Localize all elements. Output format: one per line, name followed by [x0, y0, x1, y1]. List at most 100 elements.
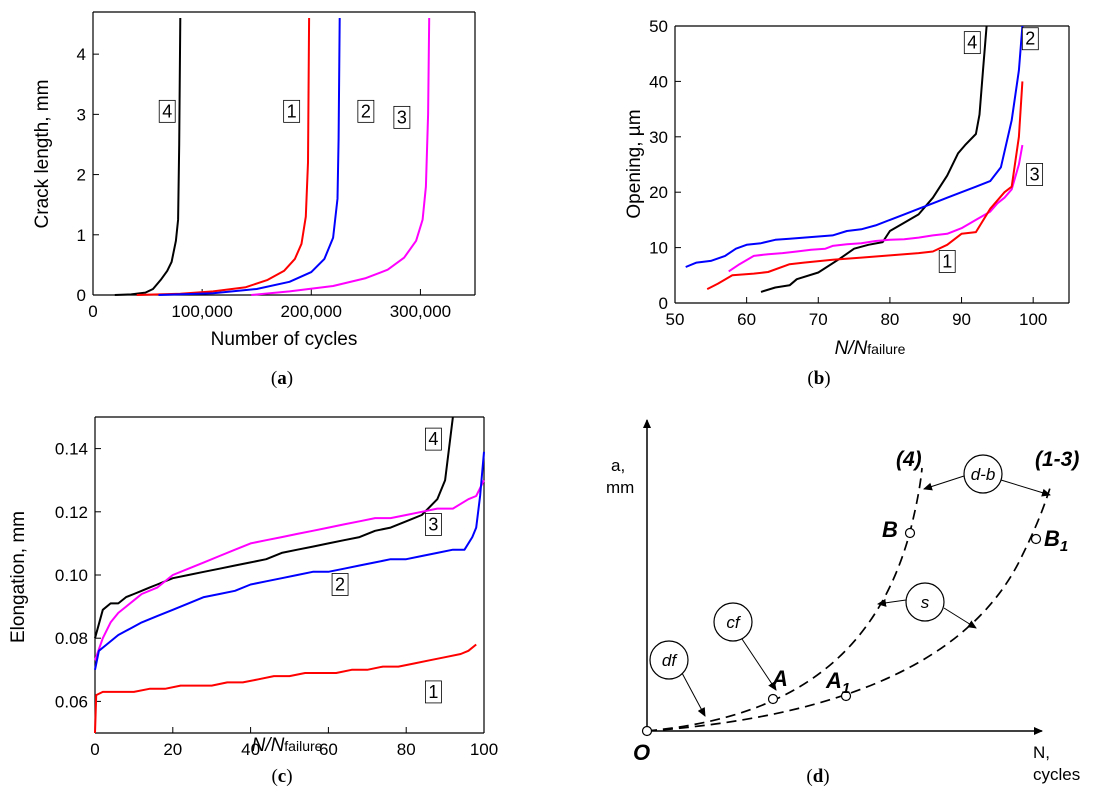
bubble-df-text: df: [662, 651, 678, 670]
diagram-x-label-1: N,: [1033, 743, 1050, 762]
point-origin: [641, 725, 653, 737]
series-line-1: [706, 81, 1024, 290]
panel-letter-c: c: [278, 766, 286, 787]
y-tick-label: 20: [649, 183, 668, 202]
panel-b: 50 60 70 80 90 100 0 10 20 30 40 50 4 2 3 1 N/Nfailure…: [624, 17, 1070, 389]
x-tick-label: 50: [666, 310, 685, 329]
y-tick-label: 1: [77, 226, 86, 245]
series-c: 4 3 2 1: [94, 416, 485, 734]
y-tick-label: 0.08: [55, 629, 88, 648]
ylabel-b: Opening, µm: [624, 109, 645, 218]
series-label-4: 4: [967, 33, 977, 53]
xlabel-c-sub: failure: [284, 738, 322, 754]
arrow-db-13: [1000, 479, 1051, 497]
ticks-b: 50 60 70 80 90 100 0 10 20 30 40 50: [649, 17, 1047, 329]
arrow-db-4: [923, 475, 965, 491]
label-a1-main: A: [825, 668, 842, 693]
y-tick-label: 40: [649, 72, 668, 91]
arrow-s-13: [943, 607, 977, 629]
panel-label-c: (c): [271, 766, 292, 787]
x-tick-label: 20: [163, 740, 182, 759]
series-label-box-3: [425, 513, 442, 536]
series-line-2: [685, 25, 1024, 268]
x-tick-label: 60: [319, 740, 338, 759]
series-label-box-1: [283, 99, 301, 123]
series-label-box-4: [425, 427, 442, 451]
panel-letter-a: a: [277, 368, 287, 389]
series-label-box-3: [393, 105, 411, 129]
x-tick-label: 70: [809, 310, 828, 329]
y-tick-label: 0: [77, 286, 86, 305]
curve-4: [646, 467, 923, 732]
y-tick-label: 0.06: [55, 692, 88, 711]
series-label-box-1: [938, 250, 956, 273]
panel-letter-d: d: [813, 766, 824, 787]
xlabel-b: N/Nfailure: [835, 338, 906, 359]
series-line-3: [94, 479, 485, 661]
label-b: B: [882, 517, 898, 542]
xlabel-b-sub: failure: [867, 341, 905, 357]
x-tick-label: 200,000: [281, 302, 342, 321]
series-label-3: 3: [397, 107, 407, 127]
series-label-box-2: [331, 573, 349, 596]
x-tick-label: 100: [470, 740, 498, 759]
series-label-box-1: [425, 680, 442, 704]
series-label-box-2: [1021, 27, 1039, 51]
panel-label-a: (a): [271, 368, 293, 389]
y-tick-label: 4: [77, 45, 86, 64]
y-tick-label: 0: [659, 294, 668, 313]
bubble-cf-text: cf: [726, 613, 742, 632]
series-label-4: 4: [162, 101, 172, 121]
series-a: 4 1 2 3: [114, 17, 431, 296]
series-label-box-4: [963, 31, 981, 55]
label-b1: B1: [1044, 526, 1068, 555]
series-label-3: 3: [428, 514, 438, 534]
diagram-x-label-2: cycles: [1033, 765, 1080, 784]
series-label-2: 2: [335, 574, 345, 594]
ylabel-c: Elongation, mm: [8, 511, 29, 643]
panel-c: 0 20 40 60 80 100 0.06 0.08 0.10 0.12 0.14 4 3 2 1 N/…: [8, 416, 498, 787]
x-tick-label: 80: [880, 310, 899, 329]
arrow-s-4: [877, 598, 907, 607]
bubble-s-text: s: [921, 593, 930, 612]
diagram-y-label-2: mm: [606, 478, 634, 497]
x-tick-label: 40: [241, 740, 260, 759]
panel-a: 0 100,000 200,000 300,000 0 1 2 3 4 4 1 2 3 Number …: [32, 11, 476, 389]
series-line-4: [114, 17, 182, 296]
y-tick-label: 30: [649, 128, 668, 147]
panel-label-d: (d): [806, 766, 829, 787]
panel-letter-b: b: [814, 368, 825, 389]
point-a: [767, 693, 779, 705]
bubble-s: [905, 582, 945, 622]
label-b1-sub: 1: [1060, 538, 1068, 555]
panel-d: a, mm N, cycles O (4) (1-3) d-b s cf df: [606, 419, 1080, 787]
xlabel-a: Number of cycles: [211, 329, 358, 350]
x-tick-label: 300,000: [390, 302, 451, 321]
series-line-4: [94, 416, 454, 639]
y-tick-label: 0.12: [55, 503, 88, 522]
ylabel-a: Crack length, mm: [32, 80, 53, 229]
x-tick-label: 0: [90, 740, 99, 759]
x-tick-label: 80: [397, 740, 416, 759]
bubble-df: [649, 640, 689, 680]
point-b: [904, 527, 916, 539]
series-label-box-4: [158, 99, 176, 123]
label-a: A: [771, 666, 788, 691]
xlabel-c-main: N/N: [252, 735, 285, 756]
x-tick-label: 90: [952, 310, 971, 329]
series-label-1: 1: [287, 101, 297, 121]
series-line-2: [94, 451, 485, 671]
curve-label-1-3: (1-3): [1035, 448, 1079, 471]
series-b: 4 2 3 1: [685, 25, 1044, 293]
series-label-box-3: [1026, 163, 1044, 186]
series-label-1: 1: [942, 251, 952, 271]
y-tick-label: 2: [77, 166, 86, 185]
arrow-cf: [741, 638, 777, 691]
label-a1-sub: 1: [842, 680, 850, 697]
y-tick-label: 0.10: [55, 566, 88, 585]
series-line-4: [760, 25, 988, 293]
curve-1-3: [646, 487, 1051, 732]
y-tick-label: 50: [649, 17, 668, 36]
series-line-1: [136, 17, 311, 296]
